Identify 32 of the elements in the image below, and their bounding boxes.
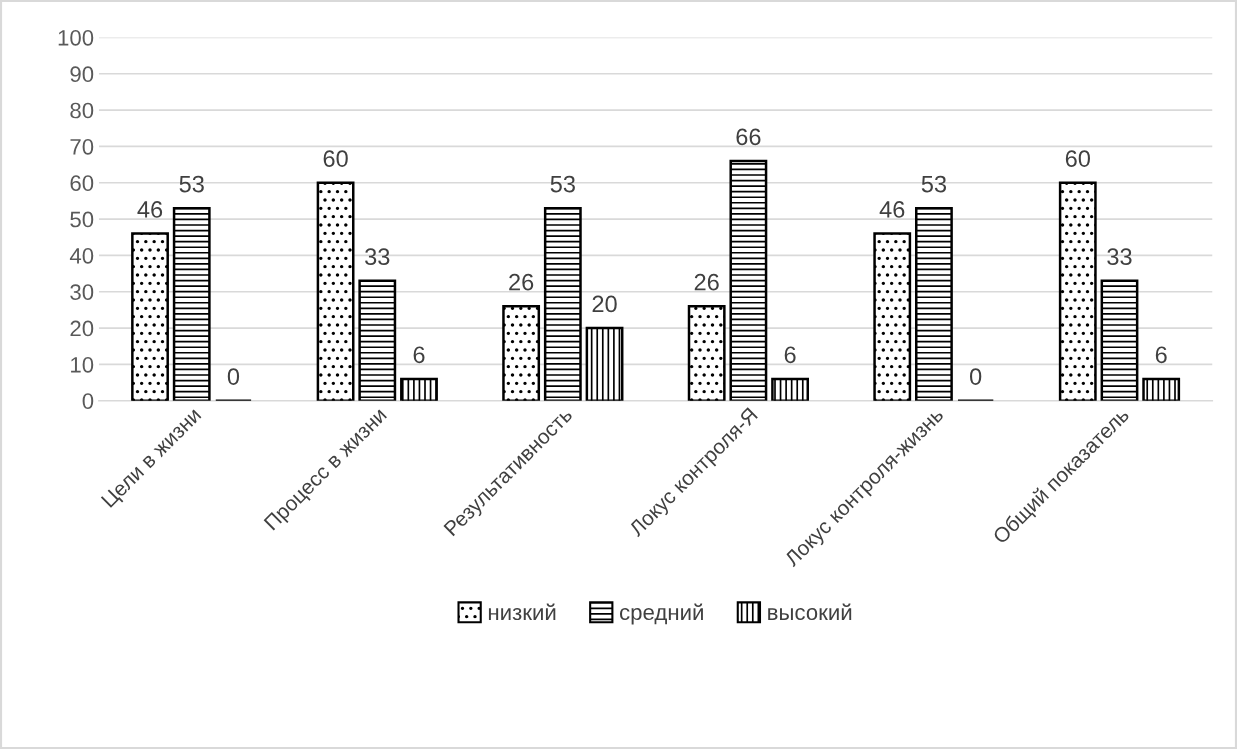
data-label: 26 (694, 273, 719, 291)
data-label: 46 (137, 201, 163, 218)
data-label: 53 (921, 175, 947, 193)
y-tick-label: 30 (70, 284, 94, 301)
legend-label: низкий (488, 603, 556, 621)
data-label: 33 (1107, 248, 1132, 266)
y-tick-label: 20 (70, 320, 94, 337)
y-tick-label: 100 (58, 29, 94, 46)
data-label: 60 (1065, 150, 1090, 167)
y-tick-label: 70 (70, 138, 94, 155)
data-label: 20 (592, 295, 617, 313)
legend-label: средний (619, 603, 703, 625)
data-label: 66 (736, 128, 761, 146)
data-label: 0 (970, 368, 982, 385)
data-label: 26 (509, 273, 534, 291)
data-label: 6 (784, 346, 796, 364)
data-label: 6 (413, 346, 425, 364)
data-label: 0 (227, 368, 240, 385)
data-label: 6 (1155, 346, 1167, 364)
y-tick-label: 0 (82, 393, 94, 409)
y-tick-label: 90 (70, 66, 94, 83)
y-tick-label: 40 (69, 247, 94, 264)
y-tick-label: 80 (70, 102, 94, 119)
data-label: 53 (550, 175, 575, 193)
data-label: 46 (879, 201, 905, 218)
y-tick-label: 10 (71, 356, 94, 373)
data-label: 60 (323, 150, 348, 167)
data-label: 33 (365, 248, 390, 266)
y-tick-label: 50 (70, 211, 94, 228)
legend-label: высокий (768, 603, 852, 621)
data-label: 53 (179, 175, 204, 193)
y-tick-label: 60 (70, 175, 94, 192)
